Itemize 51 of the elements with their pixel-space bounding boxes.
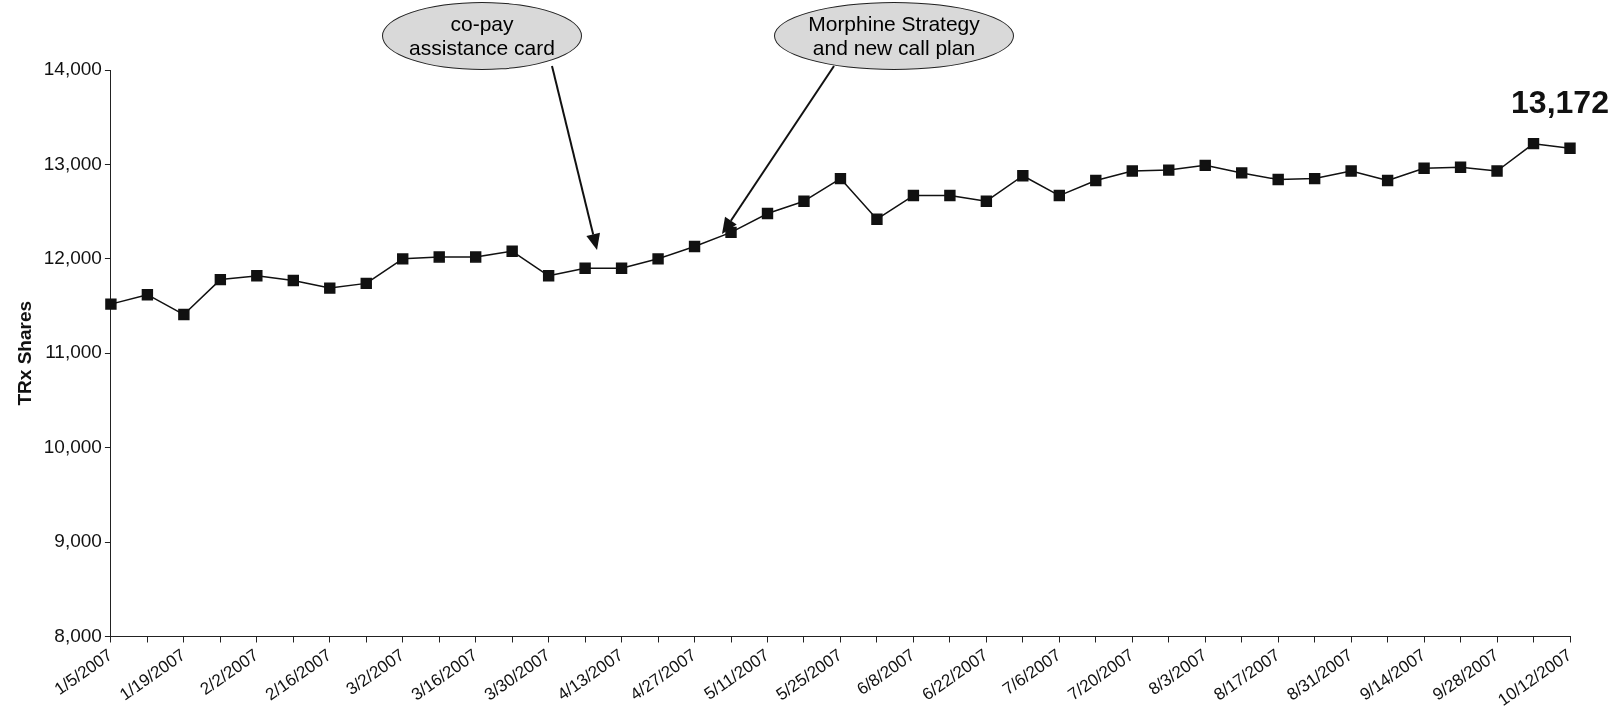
point <box>542 270 555 282</box>
point <box>907 189 920 202</box>
point <box>287 274 299 287</box>
point <box>1308 172 1321 185</box>
point <box>1090 174 1102 187</box>
y-tick-label: 13,000 <box>43 152 102 174</box>
point <box>251 270 263 282</box>
text: Morphine Strategy and new call plan <box>774 2 1014 70</box>
point <box>141 289 154 301</box>
point <box>360 277 372 290</box>
point <box>433 251 445 263</box>
point <box>761 207 774 220</box>
point <box>1418 162 1430 174</box>
point <box>1163 164 1175 176</box>
point <box>469 251 482 263</box>
point <box>615 262 628 274</box>
point <box>871 213 883 225</box>
point <box>1564 142 1576 154</box>
point <box>1236 167 1248 179</box>
point <box>834 172 847 185</box>
y-tick-label: 14,000 <box>43 58 102 80</box>
point <box>324 282 336 294</box>
point <box>1527 137 1540 150</box>
point <box>980 195 993 207</box>
point <box>1199 159 1211 172</box>
point <box>579 262 591 274</box>
point <box>1454 161 1467 173</box>
text: co-pay assistance card <box>382 2 582 70</box>
point <box>1017 170 1029 182</box>
point <box>1491 165 1503 177</box>
point <box>1272 173 1284 186</box>
point <box>1126 165 1138 177</box>
y-tick-label: 9,000 <box>54 530 102 552</box>
y-tick-label: 10,000 <box>43 435 102 457</box>
point <box>688 240 701 253</box>
point <box>105 298 117 310</box>
point <box>652 253 664 265</box>
point <box>1345 165 1357 177</box>
point <box>397 253 409 265</box>
point <box>1053 189 1066 202</box>
point <box>798 195 810 207</box>
y-tick-label: 11,000 <box>45 341 102 363</box>
point <box>214 273 227 286</box>
y-tick-label: 12,000 <box>43 247 102 269</box>
point <box>178 308 190 321</box>
data-label: 13,172 <box>1511 84 1609 120</box>
y-axis-title: TRx Shares <box>13 300 35 406</box>
point <box>506 245 518 257</box>
point <box>944 189 956 202</box>
y-tick-label: 8,000 <box>54 624 102 646</box>
point <box>1381 174 1394 187</box>
